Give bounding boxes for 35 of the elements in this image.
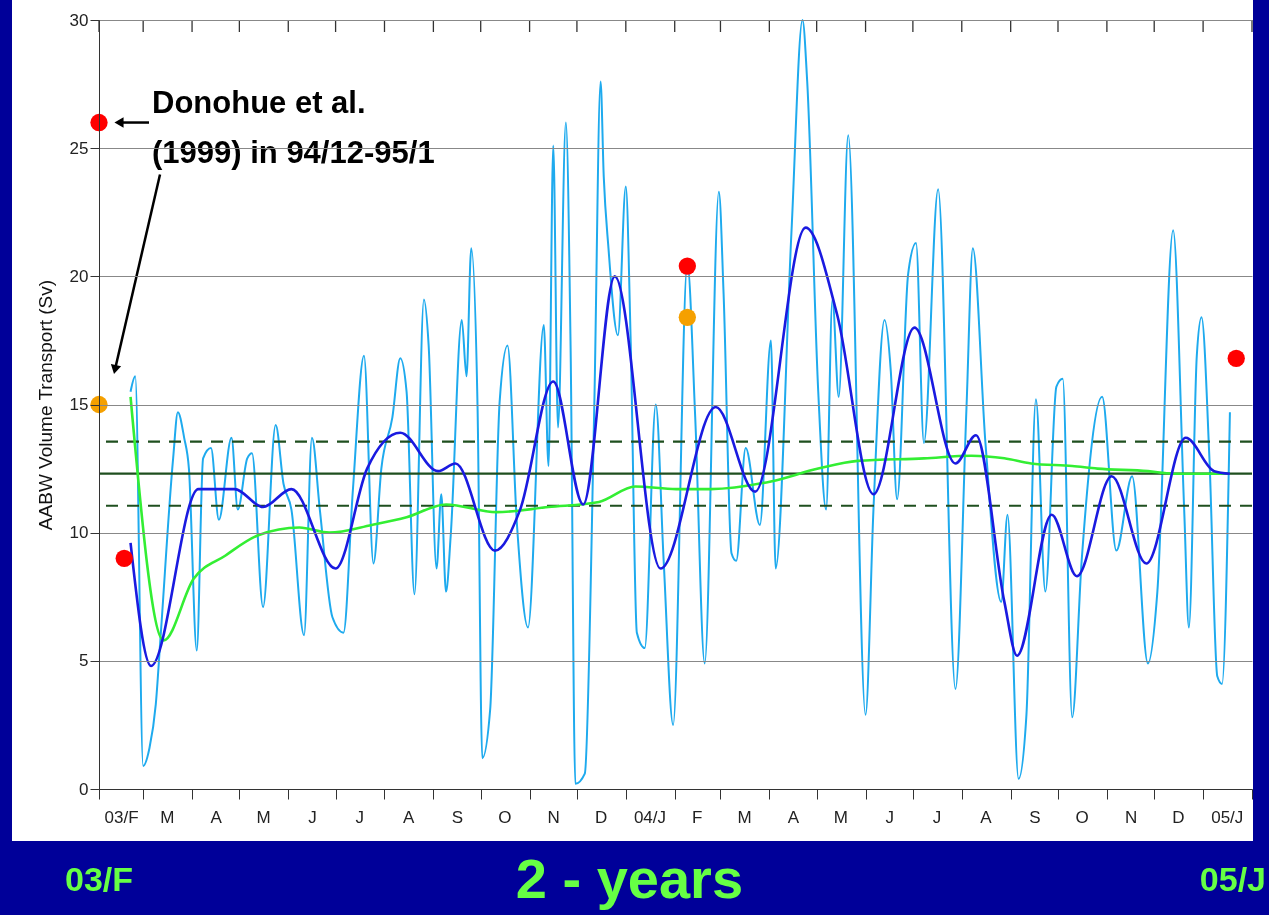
x-tick-label: M bbox=[256, 807, 271, 827]
x-tick-label: J bbox=[308, 807, 317, 827]
x-tick-label: A bbox=[787, 807, 800, 827]
y-tick-label: 20 bbox=[69, 266, 89, 286]
x-tick-label: J bbox=[885, 807, 894, 827]
x-tick-label: F bbox=[692, 807, 703, 827]
x-tick-label: O bbox=[498, 807, 512, 827]
y-tick-label: 25 bbox=[69, 138, 89, 158]
y-tick-label: 30 bbox=[69, 10, 89, 30]
x-tick-label: 04/J bbox=[633, 807, 667, 827]
x-tick-label: J bbox=[355, 807, 364, 827]
text: 05/J bbox=[1199, 860, 1266, 898]
x-tick-label: N bbox=[1124, 807, 1138, 827]
y-tick-label: 0 bbox=[79, 779, 89, 799]
x-tick-label: O bbox=[1075, 807, 1089, 827]
x-tick-label: N bbox=[547, 807, 560, 827]
y-tick-label: 10 bbox=[69, 523, 89, 543]
x-tick-label: J bbox=[932, 807, 942, 827]
x-tick-label: A bbox=[402, 807, 415, 827]
x-tick-label: 03/F bbox=[104, 807, 139, 827]
x-tick-label: S bbox=[1029, 807, 1041, 827]
x-tick-label: D bbox=[1172, 807, 1185, 827]
x-tick-label: 05/J bbox=[1211, 807, 1244, 827]
y-tick-label: 5 bbox=[79, 651, 89, 671]
x-tick-label: A bbox=[210, 807, 223, 827]
y-axis-title: AABW Volume Transport (Sv) bbox=[34, 279, 56, 531]
text: 2 - years bbox=[515, 847, 744, 910]
y-tick-label: 15 bbox=[69, 395, 89, 414]
x-tick-label: S bbox=[451, 807, 464, 827]
x-tick-label: M bbox=[737, 807, 752, 827]
text: 03/F bbox=[65, 860, 134, 898]
x-tick-label: D bbox=[594, 807, 608, 827]
x-tick-label: M bbox=[160, 807, 175, 827]
x-tick-label: A bbox=[980, 807, 993, 827]
x-tick-label: M bbox=[833, 807, 848, 827]
